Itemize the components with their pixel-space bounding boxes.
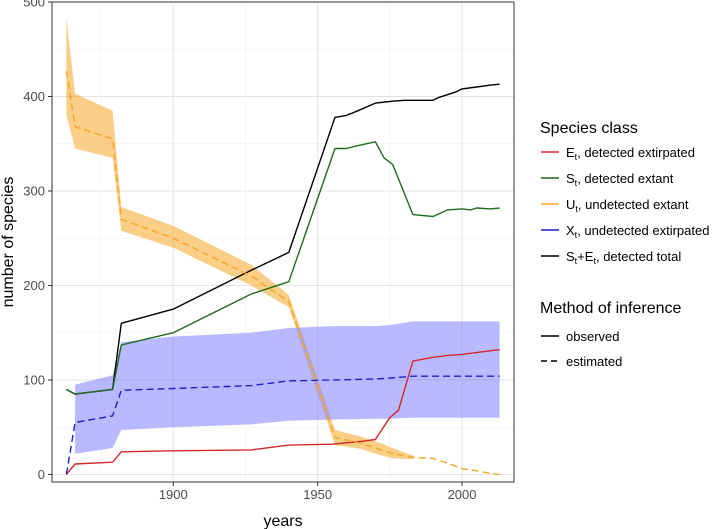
y-axis-title: number of species: [0, 177, 17, 308]
series-line-x-t-undetected-extirpated: [65, 375, 500, 475]
series-line-e-t-detected-extirpated: [65, 349, 500, 475]
band-x-t-interval: [75, 321, 500, 454]
legend-label-U: Ut, undetected extant: [566, 197, 689, 214]
x-tick-label: 1950: [303, 487, 332, 502]
x-axis-title: years: [263, 513, 302, 529]
y-tick-label: 200: [23, 278, 45, 293]
legend-title-species-class: Species class: [540, 120, 638, 137]
legend-label-E: Et, detected extirpated: [566, 145, 695, 162]
y-tick-label: 400: [23, 89, 45, 104]
x-tick-label: 1900: [159, 487, 188, 502]
y-tick-label: 300: [23, 183, 45, 198]
series-line-u-t-undetected-extant: [65, 70, 500, 476]
y-tick-label: 500: [23, 0, 45, 10]
legend-method-entries: observed estimated: [541, 329, 622, 369]
x-tick-label: 2000: [448, 487, 477, 502]
legend: Species class Et, detected extirpated St,…: [540, 120, 709, 369]
legend-label-estimated: estimated: [566, 354, 622, 369]
y-tick-label: 100: [23, 372, 45, 387]
legend-title-method: Method of inference: [540, 300, 682, 317]
legend-label-X: Xt, undetected extirpated: [566, 223, 709, 240]
series-line-s-t-e-t-detected-total: [66, 83, 500, 395]
plot-border: [51, 1, 515, 483]
y-axis-ticks: 0 100 200 300 400 500: [23, 0, 52, 482]
legend-label-observed: observed: [566, 329, 619, 344]
legend-label-S: St, detected extant: [566, 171, 674, 188]
x-axis-ticks: 1900 1950 2000: [159, 482, 477, 502]
y-tick-label: 0: [38, 467, 45, 482]
series-lines: [65, 70, 500, 476]
legend-label-T: St+Et, detected total: [566, 249, 681, 266]
confidence-bands: [66, 18, 500, 460]
legend-species-class-entries: Et, detected extirpated St, detected exta…: [541, 145, 709, 266]
series-line-s-t-detected-extant: [66, 141, 500, 395]
